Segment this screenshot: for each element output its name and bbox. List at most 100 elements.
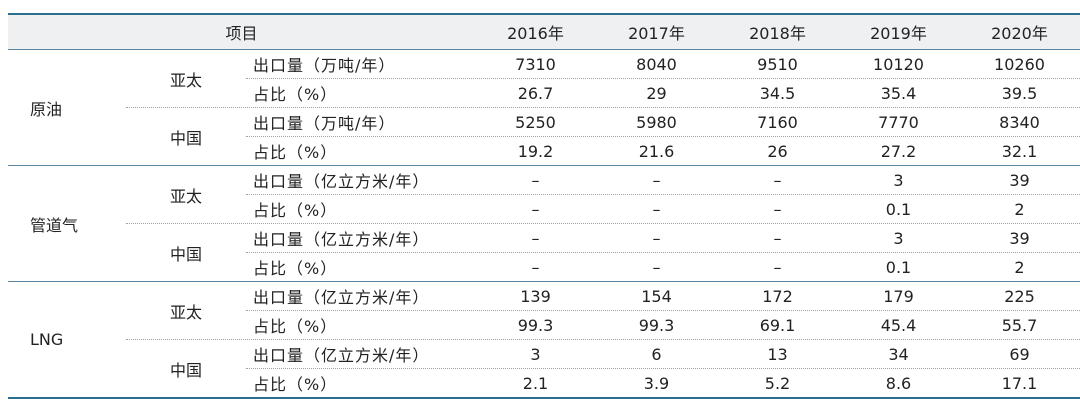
table-cell: 0.1 <box>885 257 912 277</box>
table-cell: 17.1 <box>1001 373 1038 393</box>
table-cell: 10260 <box>994 54 1045 74</box>
table-cell: 69 <box>1009 344 1030 364</box>
row-item-label: 出口量（亿立方米/年） <box>253 172 430 191</box>
row-item-label: 出口量（亿立方米/年） <box>253 230 430 249</box>
row-item-label: 出口量（亿立方米/年） <box>253 288 430 307</box>
table-row: 出口量（亿立方米/年） 139 154 172 179 225 <box>246 282 1080 311</box>
table-cell: – <box>773 257 782 277</box>
table-cell: 45.4 <box>880 315 917 335</box>
table-cell: 172 <box>762 286 793 306</box>
table-cell: 8040 <box>636 54 677 74</box>
group-body: 亚太 出口量（万吨/年） 7310 8040 9510 10120 10260 占比（%） 26… <box>126 50 1080 165</box>
table-cell: 29 <box>646 83 667 103</box>
table-row: 占比（%） 19.2 21.6 26 27.2 32.1 <box>246 137 1080 165</box>
table-row: 出口量（亿立方米/年） 3 6 13 34 69 <box>246 340 1080 369</box>
table-row: 占比（%） – – – 0.1 2 <box>246 195 1080 223</box>
table-group: 原油 亚太 出口量（万吨/年） 7310 8040 9510 10120 10260 占比（%）… <box>8 50 1080 166</box>
table-cell: 6 <box>651 344 662 364</box>
row-item-label: 出口量（万吨/年） <box>253 114 396 133</box>
table-cell: 26.7 <box>517 83 554 103</box>
header-item: 项目 <box>225 24 258 43</box>
export-table: 项目 2016年 2017年 2018年 2019年 2020年 原油 亚太 出口量… <box>8 13 1080 399</box>
table-cell: 7160 <box>757 112 798 132</box>
region-rows: 出口量（亿立方米/年） 139 154 172 179 225 占比（%） 99.3 99.3 6… <box>246 282 1080 339</box>
table-cell: 32.1 <box>1001 141 1038 161</box>
table-body: 原油 亚太 出口量（万吨/年） 7310 8040 9510 10120 10260 占比（%）… <box>8 50 1080 399</box>
table-group: LNG 亚太 出口量（亿立方米/年） 139 154 172 179 225 占比（%） 99.3… <box>8 282 1080 399</box>
table-cell: 5250 <box>515 112 556 132</box>
table-cell: 8340 <box>999 112 1040 132</box>
region-label: 亚太 <box>126 282 246 340</box>
table-cell: 34 <box>888 344 909 364</box>
region-block: 中国 出口量（万吨/年） 5250 5980 7160 7770 8340 占比（%） 19.2… <box>126 108 1080 165</box>
table-cell: 35.4 <box>880 83 917 103</box>
group-label: 原油 <box>30 99 63 119</box>
table-cell: – <box>531 199 540 219</box>
region-block: 亚太 出口量（亿立方米/年） – – – 3 39 占比（%） – – – 0.1 2 <box>126 166 1080 224</box>
table-cell: – <box>652 170 661 190</box>
group-body: 亚太 出口量（亿立方米/年） – – – 3 39 占比（%） – – – 0.1 2 中国 出口量（亿立方… <box>126 166 1080 281</box>
table-cell: 3.9 <box>643 373 670 393</box>
table-row: 占比（%） 26.7 29 34.5 35.4 39.5 <box>246 79 1080 107</box>
table-cell: – <box>531 170 540 190</box>
region-label: 中国 <box>169 245 202 264</box>
table-cell: 9510 <box>757 54 798 74</box>
region-rows: 出口量（万吨/年） 5250 5980 7160 7770 8340 占比（%） 19.2 21… <box>246 108 1080 165</box>
table-cell: 39.5 <box>1001 83 1038 103</box>
table-cell: – <box>773 199 782 219</box>
table-cell: 39 <box>1009 228 1030 248</box>
row-item-label: 占比（%） <box>253 375 338 394</box>
table-row: 出口量（亿立方米/年） – – – 3 39 <box>246 224 1080 253</box>
row-item-label: 占比（%） <box>253 85 338 104</box>
table-row: 占比（%） 2.1 3.9 5.2 8.6 17.1 <box>246 369 1080 397</box>
row-item-label: 占比（%） <box>253 201 338 220</box>
table-cell: 69.1 <box>759 315 796 335</box>
row-item-label: 占比（%） <box>253 259 338 278</box>
region-label: 亚太 <box>126 50 246 108</box>
table-cell: 5.2 <box>764 373 791 393</box>
table-cell: – <box>531 228 540 248</box>
table-cell: – <box>531 257 540 277</box>
table-cell: 3 <box>893 228 904 248</box>
table-cell: – <box>652 257 661 277</box>
table-cell: 2 <box>1014 199 1025 219</box>
region-rows: 出口量（亿立方米/年） 3 6 13 34 69 占比（%） 2.1 3.9 5.2 8.6 17.1 <box>246 340 1080 397</box>
table-cell: 99.3 <box>517 315 554 335</box>
table-row: 占比（%） 99.3 99.3 69.1 45.4 55.7 <box>246 311 1080 339</box>
region-block: 亚太 出口量（亿立方米/年） 139 154 172 179 225 占比（%） 99.3 99.… <box>126 282 1080 340</box>
table-cell: – <box>652 199 661 219</box>
table-cell: 225 <box>1004 286 1035 306</box>
table-cell: 0.1 <box>885 199 912 219</box>
group-label: LNG <box>30 330 64 349</box>
table-cell: 99.3 <box>638 315 675 335</box>
region-label: 中国 <box>169 129 202 148</box>
top-rule <box>8 13 1080 15</box>
table-cell: 27.2 <box>880 141 917 161</box>
region-block: 亚太 出口量（万吨/年） 7310 8040 9510 10120 10260 占比（%） 26… <box>126 50 1080 108</box>
table-row: 占比（%） – – – 0.1 2 <box>246 253 1080 281</box>
header-year: 2018年 <box>749 24 806 43</box>
header-year: 2016年 <box>507 24 564 43</box>
region-rows: 出口量（亿立方米/年） – – – 3 39 占比（%） – – – 0.1 2 <box>246 166 1080 223</box>
table-row: 出口量（亿立方米/年） – – – 3 39 <box>246 166 1080 195</box>
table-header: 项目 2016年 2017年 2018年 2019年 2020年 <box>8 15 1080 50</box>
table-cell: – <box>773 170 782 190</box>
table-cell: – <box>652 228 661 248</box>
table-cell: 10120 <box>873 54 924 74</box>
table-row: 出口量（万吨/年） 5250 5980 7160 7770 8340 <box>246 108 1080 137</box>
table-cell: 8.6 <box>885 373 912 393</box>
table-cell: 179 <box>883 286 914 306</box>
row-item-label: 占比（%） <box>253 143 338 162</box>
table-row: 出口量（万吨/年） 7310 8040 9510 10120 10260 <box>246 50 1080 79</box>
region-rows: 出口量（万吨/年） 7310 8040 9510 10120 10260 占比（%） 26.7… <box>246 50 1080 107</box>
table-cell: 5980 <box>636 112 677 132</box>
table-cell: 154 <box>641 286 672 306</box>
table-cell: 55.7 <box>1001 315 1038 335</box>
table-cell: 26 <box>767 141 788 161</box>
table-cell: 21.6 <box>638 141 675 161</box>
row-item-label: 出口量（万吨/年） <box>253 56 396 75</box>
table-cell: 39 <box>1009 170 1030 190</box>
header-year: 2019年 <box>870 24 927 43</box>
row-item-label: 占比（%） <box>253 317 338 336</box>
